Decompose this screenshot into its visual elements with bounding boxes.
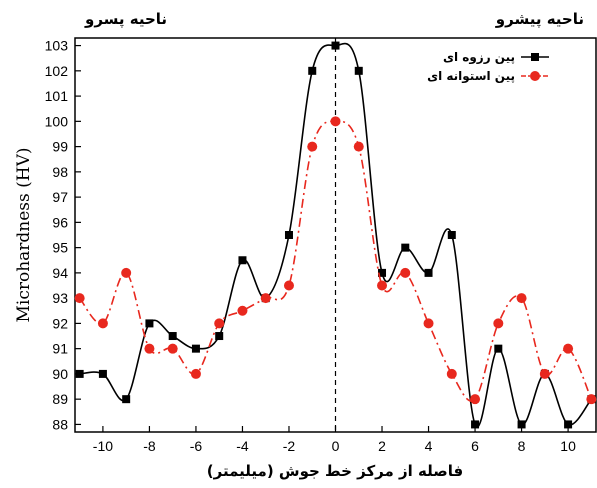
x-tick-label: 10 bbox=[560, 438, 576, 454]
x-axis: -10 -8 -6 -4 -2 0 2 4 6 8 10 bbox=[93, 426, 576, 454]
data-point-square bbox=[145, 319, 154, 328]
y-tick-label: 90 bbox=[52, 366, 68, 382]
data-point-circle bbox=[74, 293, 85, 304]
data-point-square bbox=[564, 420, 573, 429]
data-point-circle bbox=[237, 305, 248, 316]
data-point-circle bbox=[121, 267, 132, 278]
data-point-circle bbox=[423, 318, 434, 329]
y-tick-label: 91 bbox=[52, 341, 68, 357]
data-point-square bbox=[331, 41, 340, 50]
data-point-square bbox=[168, 332, 177, 341]
legend-label-1: پین رزوه ای bbox=[443, 50, 515, 65]
data-point-square bbox=[122, 395, 131, 404]
y-axis: 88 89 90 91 92 93 94 95 96 97 98 99 100 101 102 103 bbox=[45, 38, 81, 432]
y-tick-label: 98 bbox=[52, 164, 68, 180]
data-point-circle bbox=[307, 141, 318, 152]
x-tick-label: 6 bbox=[471, 438, 479, 454]
data-point-circle bbox=[563, 343, 574, 354]
y-tick-label: 101 bbox=[45, 88, 69, 104]
y-tick-label: 93 bbox=[52, 290, 68, 306]
data-point-circle bbox=[330, 116, 341, 127]
data-point-circle bbox=[97, 318, 108, 329]
y-tick-label: 89 bbox=[52, 391, 68, 407]
data-point-circle bbox=[516, 293, 527, 304]
data-point-circle bbox=[400, 267, 411, 278]
x-tick-label: 0 bbox=[332, 438, 340, 454]
series-line-2 bbox=[79, 120, 593, 402]
x-tick-label: -8 bbox=[143, 438, 156, 454]
y-tick-label: 103 bbox=[45, 38, 69, 54]
y-tick-label: 88 bbox=[52, 416, 68, 432]
data-point-circle bbox=[260, 293, 271, 304]
data-point-circle bbox=[214, 318, 225, 329]
y-tick-label: 99 bbox=[52, 139, 68, 155]
data-point-square bbox=[308, 66, 317, 75]
y-axis-title: Microhardness (HV) bbox=[14, 147, 34, 322]
data-point-square bbox=[471, 420, 480, 429]
y-tick-label: 94 bbox=[52, 265, 68, 281]
x-tick-label: -4 bbox=[236, 438, 249, 454]
legend-marker-circle bbox=[530, 71, 540, 81]
data-point-square bbox=[447, 231, 456, 239]
data-point-circle bbox=[167, 343, 178, 354]
x-axis-title: فاصله از مرکز خط جوش (میلیمتر) bbox=[207, 462, 463, 480]
data-point-circle bbox=[377, 280, 388, 291]
legend-marker-square bbox=[531, 53, 539, 61]
data-point-square bbox=[215, 332, 224, 341]
data-point-circle bbox=[353, 141, 364, 152]
legend-label-2: پین استوانه ای bbox=[427, 69, 515, 84]
data-point-square bbox=[401, 243, 410, 252]
data-point-circle bbox=[586, 394, 597, 405]
x-tick-label: -6 bbox=[190, 438, 203, 454]
data-point-square bbox=[378, 268, 387, 277]
data-point-circle bbox=[493, 318, 504, 329]
data-point-square bbox=[517, 420, 526, 429]
y-tick-label: 92 bbox=[52, 315, 68, 331]
data-point-circle bbox=[144, 343, 155, 354]
data-point-square bbox=[424, 268, 433, 277]
data-point-square bbox=[284, 231, 293, 239]
advancing-side-label: ناحیه پیشرو bbox=[495, 10, 584, 29]
data-point-square bbox=[191, 344, 200, 353]
data-point-circle bbox=[283, 280, 294, 291]
y-tick-label: 97 bbox=[52, 189, 68, 205]
y-tick-label: 100 bbox=[45, 113, 69, 129]
data-point-circle bbox=[446, 368, 457, 379]
y-tick-label: 95 bbox=[52, 240, 68, 256]
legend: پین رزوه ای پین استوانه ای bbox=[427, 50, 549, 84]
x-tick-label: -10 bbox=[93, 438, 113, 454]
series-layer bbox=[74, 41, 597, 429]
data-point-square bbox=[98, 369, 107, 378]
data-point-circle bbox=[539, 368, 550, 379]
x-tick-label: 8 bbox=[518, 438, 526, 454]
x-tick-label: 2 bbox=[378, 438, 386, 454]
data-point-square bbox=[238, 256, 247, 265]
retreating-side-label: ناحیه پسرو bbox=[84, 10, 167, 29]
x-tick-label: -2 bbox=[283, 438, 296, 454]
data-point-square bbox=[75, 369, 84, 378]
data-point-circle bbox=[470, 394, 481, 405]
x-tick-label: 4 bbox=[425, 438, 433, 454]
y-tick-label: 102 bbox=[45, 63, 69, 79]
data-point-square bbox=[354, 66, 363, 75]
data-point-circle bbox=[190, 368, 201, 379]
data-point-square bbox=[494, 344, 503, 353]
y-tick-label: 96 bbox=[52, 214, 68, 230]
